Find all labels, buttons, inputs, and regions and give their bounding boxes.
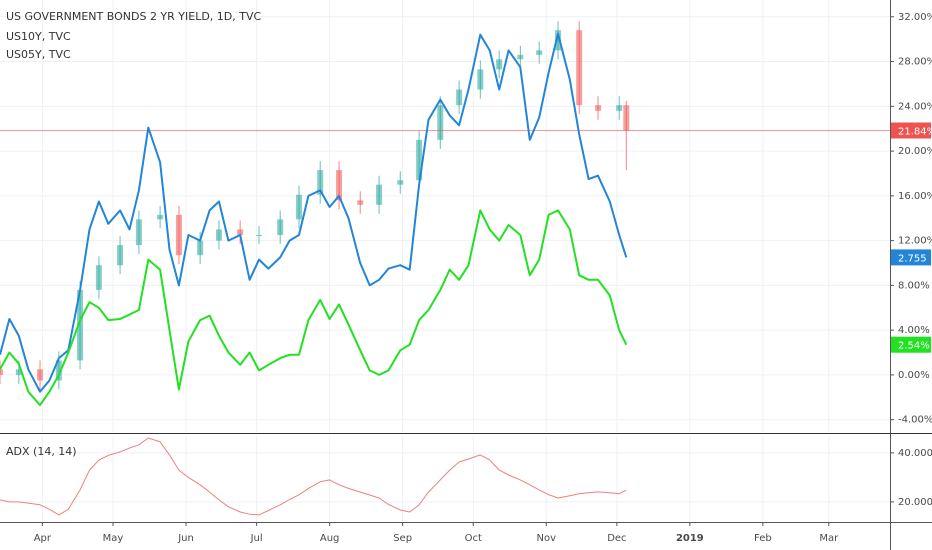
y-tick-label: -4.00% <box>898 415 932 426</box>
x-tick-label: Aug <box>320 533 340 544</box>
y-tick-label: 12.00% <box>898 236 932 247</box>
candle-body <box>117 245 124 266</box>
candle-body <box>616 105 623 111</box>
x-tick-label: Nov <box>536 533 556 544</box>
candle-body <box>555 30 562 51</box>
legend-entry: US05Y, TVC <box>6 48 71 61</box>
line <box>0 209 628 407</box>
candle-body <box>536 50 543 55</box>
x-tick-label: Jun <box>177 533 194 544</box>
y-tick-label: 8.00% <box>898 280 930 291</box>
candle-body <box>197 240 204 256</box>
candle-body <box>456 89 463 106</box>
y-tick-label: 32.00% <box>898 12 932 23</box>
grid <box>0 0 894 526</box>
candle-body <box>296 194 303 220</box>
candle-body <box>317 170 324 195</box>
x-tick-label: Apr <box>34 533 52 544</box>
candle-body <box>623 105 630 131</box>
price-tag <box>891 249 931 266</box>
price-tag-label: 2.54% <box>898 341 930 352</box>
y-tick-label: 4.00% <box>898 325 930 336</box>
candle-body <box>157 214 164 220</box>
candle-body <box>576 30 583 106</box>
candle-body <box>357 200 364 205</box>
x-tick-label: Dec <box>607 533 626 544</box>
candle-body <box>37 369 44 381</box>
candle-body <box>95 265 102 290</box>
chart-title: US GOVERNMENT BONDS 2 YR YIELD, 1D, TVC <box>6 10 262 23</box>
candle-body <box>397 180 404 185</box>
candle-body <box>255 235 262 237</box>
candle-body <box>237 229 244 236</box>
candle-body <box>595 105 602 111</box>
candle-body <box>55 360 62 381</box>
candle-body <box>416 139 423 181</box>
candle-body <box>215 229 222 241</box>
candle-body <box>496 59 503 70</box>
candle-body <box>277 219 284 236</box>
y-tick-label: 20.00% <box>898 146 932 157</box>
candle-body <box>77 289 84 361</box>
x-tick-label: Feb <box>754 533 772 544</box>
candle-body <box>135 219 142 246</box>
candle-body <box>175 214 182 256</box>
y-tick-label: 40.0000 <box>898 448 932 459</box>
x-tick-label: Mar <box>819 533 839 544</box>
price-tag-label: 21.84% <box>898 126 932 137</box>
legend-entry: US10Y, TVC <box>6 30 71 43</box>
y-tick-label: 0.00% <box>898 370 930 381</box>
y-tick-label: 28.00% <box>898 57 932 68</box>
x-tick-label: Jul <box>250 533 263 544</box>
x-tick-label: May <box>103 533 124 544</box>
line <box>0 32 628 393</box>
price-tag-label: 2.755 <box>898 253 927 264</box>
candle-body <box>376 184 383 205</box>
price-tag <box>891 336 931 353</box>
marks <box>0 21 890 516</box>
x-tick-label: 2019 <box>676 533 704 544</box>
candle-body <box>477 69 484 90</box>
y-tick-label: 20.0000 <box>898 497 932 508</box>
price-tags: 21.84% 2.755 2.54% <box>891 122 932 353</box>
candle-body <box>437 105 444 140</box>
candle-body <box>0 369 3 375</box>
x-tick-label: Sep <box>393 533 412 544</box>
candle-body <box>517 54 524 60</box>
price-tag <box>891 122 931 139</box>
candle-body <box>15 369 22 375</box>
indicator-title: ADX (14, 14) <box>6 445 77 458</box>
line <box>0 437 627 516</box>
y-tick-label: 16.00% <box>898 191 932 202</box>
y-tick-label: 24.00% <box>898 101 932 112</box>
x-tick-label: Oct <box>465 533 482 544</box>
candle-body <box>336 170 343 201</box>
